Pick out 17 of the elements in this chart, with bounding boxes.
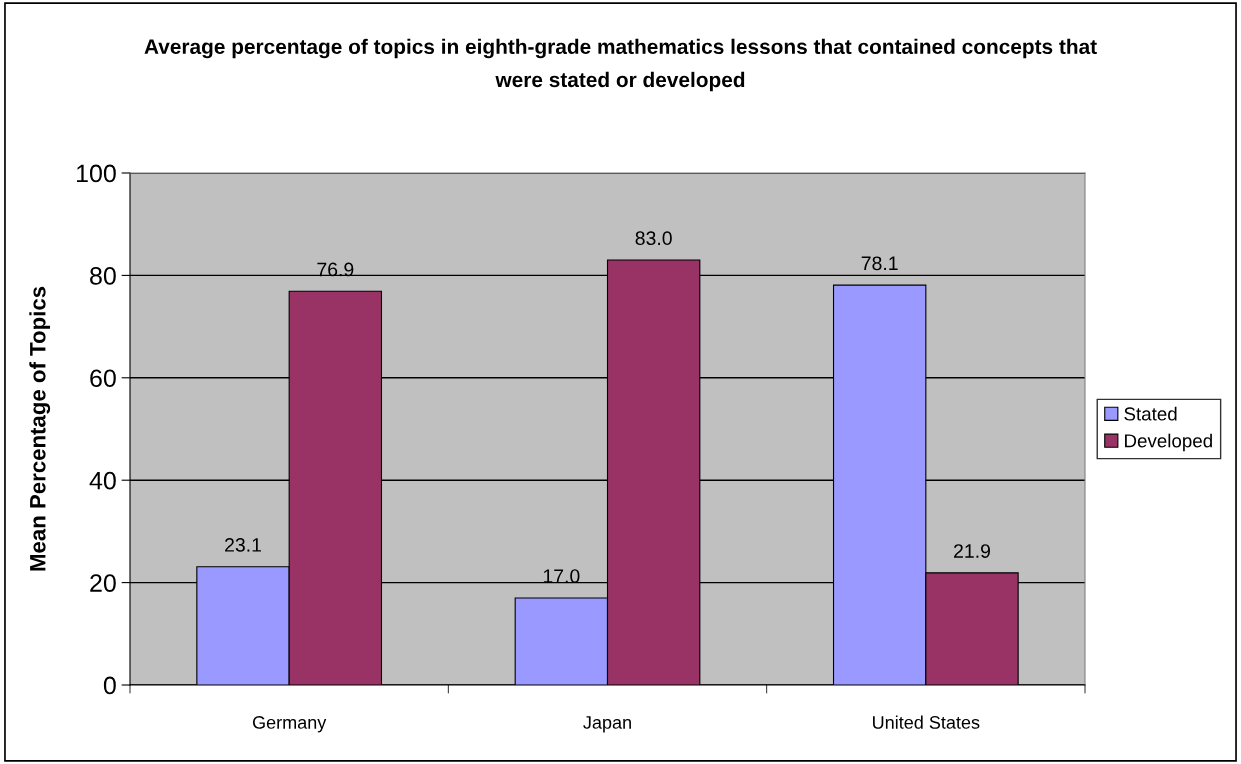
x-tick-label: United States <box>873 715 980 729</box>
data-label: 23.1 <box>225 538 261 552</box>
y-tick-label: 40 <box>89 471 116 490</box>
x-tick-label: Germany <box>252 716 327 733</box>
legend-label: Stated <box>1124 406 1177 421</box>
legend-label: Developed <box>1125 433 1212 452</box>
y-tick-label: 60 <box>90 369 116 388</box>
x-tick-label: Japan <box>583 716 631 733</box>
y-tick-label: 100 <box>77 164 116 183</box>
data-label: 21.9 <box>954 544 990 558</box>
y-tick-label: 0 <box>103 676 116 695</box>
y-tick-label: 20 <box>90 574 116 592</box>
chart-title: Average percentage of topics in eighth-grade mathematics lessons that contained concepts that were stated or developed <box>144 38 1097 92</box>
data-label: 78.1 <box>861 256 898 271</box>
y-axis-title: Mean Percentage of Topics <box>29 286 51 571</box>
data-label: 83.0 <box>635 231 672 246</box>
y-tick-label: 80 <box>90 267 116 285</box>
